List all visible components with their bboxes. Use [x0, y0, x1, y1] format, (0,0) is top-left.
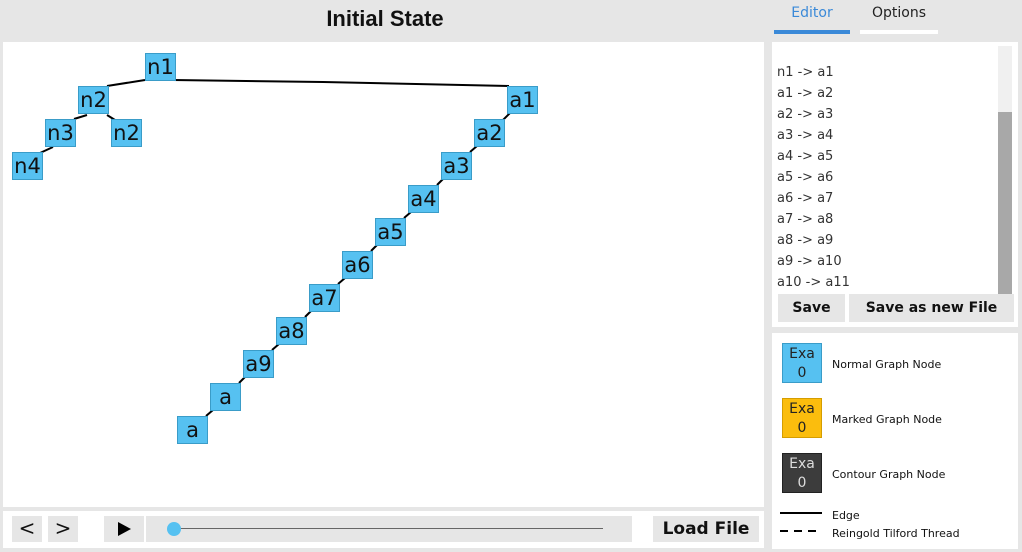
- editor-line: a9 -> a10: [777, 254, 842, 269]
- slider-rail: [173, 528, 603, 529]
- graph-node-a3[interactable]: a3: [441, 152, 472, 180]
- legend-marked-label: Marked Graph Node: [832, 413, 942, 426]
- swatch-text: 0: [797, 420, 807, 436]
- graph-node-a5[interactable]: a5: [375, 218, 406, 246]
- edge-a2-a3: [469, 145, 478, 153]
- editor-line: n1 -> a1: [777, 65, 834, 80]
- tab-options[interactable]: Options: [860, 0, 938, 34]
- editor-line: a3 -> a4: [777, 128, 834, 143]
- graph-edges: [39, 79, 511, 417]
- editor-line: a5 -> a6: [777, 170, 834, 185]
- edge-a10-a11: [205, 409, 214, 417]
- legend-normal-swatch: Exa 0: [782, 343, 822, 383]
- graph-node-a9[interactable]: a9: [243, 350, 274, 378]
- editor-scrollbar-thumb[interactable]: [998, 112, 1012, 294]
- edge-n1-n2: [106, 79, 146, 87]
- editor-line: a6 -> a7: [777, 191, 834, 206]
- swatch-text: Exa: [789, 401, 815, 417]
- swatch-text: 0: [797, 475, 807, 491]
- edge-n2-n3: [73, 114, 88, 120]
- editor-scrollbar[interactable]: [998, 46, 1012, 294]
- save-button[interactable]: Save: [778, 294, 845, 322]
- previous-step-button[interactable]: <: [12, 516, 42, 542]
- graph-node-n4[interactable]: n4: [12, 152, 43, 180]
- tab-bar: Editor Options: [772, 0, 1022, 36]
- legend-edge-label: Edge: [832, 509, 860, 522]
- graph-node-a1[interactable]: a1: [507, 86, 538, 114]
- editor-line: a2 -> a3: [777, 107, 834, 122]
- graph-node-a10[interactable]: a: [210, 383, 241, 411]
- edge-a1-a2: [502, 112, 511, 121]
- editor-line: a10 -> a11: [777, 275, 850, 290]
- legend-panel: Exa 0 Normal Graph Node Exa 0 Marked Gra…: [772, 333, 1018, 549]
- editor-line: a4 -> a5: [777, 149, 834, 164]
- editor-line: a7 -> a8: [777, 212, 834, 227]
- graph-node-a2[interactable]: a2: [474, 119, 505, 147]
- edge-n1-a1: [145, 79, 510, 87]
- graph-canvas[interactable]: n1 n2 n3 n2 n4 a1 a2 a3 a4 a5 a6 a7 a8 a…: [3, 42, 764, 507]
- swatch-text: Exa: [789, 456, 815, 472]
- graph-node-n3[interactable]: n3: [45, 119, 76, 147]
- graph-node-a7[interactable]: a7: [309, 284, 340, 312]
- next-step-button[interactable]: >: [48, 516, 78, 542]
- save-as-new-file-button[interactable]: Save as new File: [849, 294, 1014, 322]
- page-title: Initial State: [326, 6, 444, 31]
- legend-marked-swatch: Exa 0: [782, 398, 822, 438]
- legend-line-samples: [780, 512, 822, 532]
- legend-thread-label: Reingold Tilford Thread: [832, 527, 960, 540]
- edge-a6-a7: [337, 277, 346, 285]
- swatch-text: 0: [797, 365, 807, 381]
- graph-node-a11[interactable]: a: [177, 416, 208, 444]
- editor-line: a1 -> a2: [777, 86, 834, 101]
- play-button[interactable]: [104, 516, 144, 542]
- load-file-button[interactable]: Load File: [653, 516, 759, 542]
- editor-line: a8 -> a9: [777, 233, 834, 248]
- graph-source-editor[interactable]: n1 -> a1 a1 -> a2 a2 -> a3 a3 -> a4 a4 -…: [777, 62, 992, 294]
- swatch-text: Exa: [789, 346, 815, 362]
- editor-panel: n1 -> a1 a1 -> a2 a2 -> a3 a3 -> a4 a4 -…: [772, 42, 1018, 327]
- play-icon: [118, 522, 131, 536]
- graph-node-n2-leaf[interactable]: n2: [111, 119, 142, 147]
- legend-contour-swatch: Exa 0: [782, 453, 822, 493]
- legend-normal-label: Normal Graph Node: [832, 358, 942, 371]
- graph-node-a6[interactable]: a6: [342, 251, 373, 279]
- legend-contour-label: Contour Graph Node: [832, 468, 946, 481]
- tab-editor[interactable]: Editor: [774, 0, 850, 34]
- graph-node-n1[interactable]: n1: [145, 53, 176, 81]
- slider-handle[interactable]: [167, 522, 181, 536]
- playback-controls: < > Load File: [3, 511, 764, 548]
- edge-a4-a5: [403, 211, 412, 219]
- graph-node-a8[interactable]: a8: [276, 317, 307, 345]
- step-slider[interactable]: [146, 516, 632, 542]
- graph-node-n2[interactable]: n2: [78, 86, 109, 114]
- graph-node-a4[interactable]: a4: [408, 185, 439, 213]
- edge-a8-a9: [271, 343, 280, 351]
